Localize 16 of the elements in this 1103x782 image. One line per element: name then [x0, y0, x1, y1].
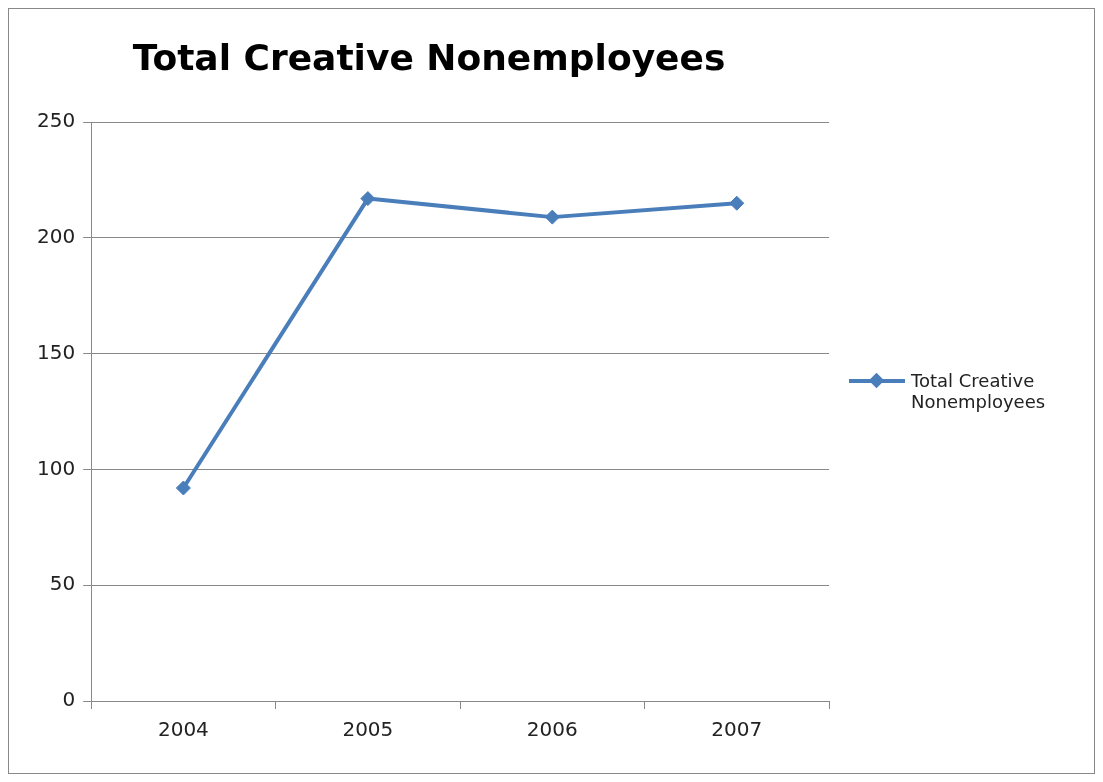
y-tick-label: 50 — [49, 571, 76, 596]
point — [360, 191, 376, 207]
x-tick-label: 2005 — [342, 717, 394, 742]
point — [544, 209, 560, 225]
y-tick-label: 250 — [36, 108, 76, 133]
x-tick-label: 2006 — [526, 717, 578, 742]
point — [175, 480, 191, 496]
y-tick-label: 150 — [36, 339, 76, 364]
y-tick-label: 100 — [36, 455, 76, 480]
x-tick-label: 2004 — [157, 717, 209, 742]
point — [729, 195, 745, 211]
legend-label: Total Creative Nonemployees — [911, 370, 1047, 412]
chart-title: Total Creative Nonemployees — [132, 36, 726, 78]
y-tick-label: 200 — [36, 224, 76, 249]
y-tick-label: 0 — [62, 687, 76, 712]
x-tick-label: 2007 — [711, 717, 763, 742]
